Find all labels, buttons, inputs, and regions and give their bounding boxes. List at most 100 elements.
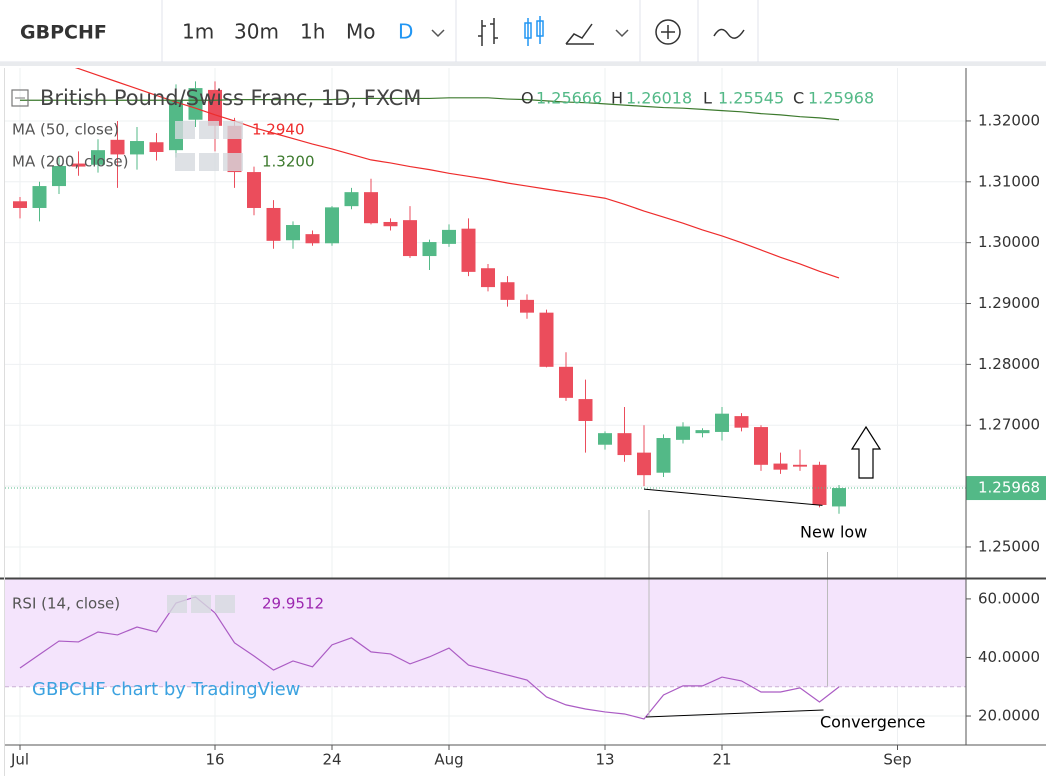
candle-body (734, 416, 749, 428)
legend-button (199, 121, 219, 139)
candle-body (500, 282, 515, 300)
y-tick-label: 40.0000 (978, 648, 1040, 666)
legend-button (223, 153, 243, 171)
y-tick-label: 1.28000 (978, 355, 1040, 373)
candle-body (364, 192, 378, 224)
indicator-name: MA (50, close) (12, 121, 119, 139)
ohlc-key: O (521, 89, 534, 108)
indicator-value: 29.9512 (262, 595, 324, 613)
arrow-up (850, 425, 882, 479)
annotation-text: New low (800, 523, 867, 542)
candle-body (344, 192, 359, 207)
y-tick-label: 1.29000 (978, 294, 1040, 312)
candle-body (461, 228, 476, 272)
candle-body (832, 488, 846, 507)
collapse-icon (11, 89, 29, 107)
y-tick-label: 1.30000 (978, 233, 1040, 251)
symbol[interactable]: GBPCHF (20, 22, 107, 44)
candle-body (286, 225, 300, 241)
gap (0, 62, 1046, 66)
x-tick-label: 21 (712, 751, 731, 769)
candle-body (598, 433, 612, 445)
timeframe-active[interactable]: D (398, 20, 413, 44)
candle-body (13, 201, 27, 208)
candle-body (539, 312, 554, 367)
rsi-band (5, 579, 966, 687)
y-tick-label: 20.0000 (978, 707, 1040, 725)
chart-title: British Pound/Swiss Franc, 1D, FXCM (40, 86, 421, 110)
legend-button (215, 595, 235, 613)
y-tick-label: 60.0000 (978, 589, 1040, 607)
last-price-label: 1.25968 (978, 479, 1040, 497)
ohlc-key: C (793, 89, 804, 108)
dropdown-icon[interactable] (431, 29, 445, 38)
candle-body (403, 220, 417, 257)
candle-body (52, 165, 66, 187)
candle-body (32, 186, 47, 208)
legend-button (167, 595, 187, 613)
y-tick-label: 1.31000 (978, 172, 1040, 190)
annotation-text: Convergence (820, 713, 926, 732)
timeframe[interactable]: 30m (234, 20, 279, 44)
ohlc-value: 1.25968 (808, 89, 874, 108)
candle-body (71, 163, 86, 167)
rsi-line (19, 596, 840, 720)
dropdown-icon[interactable] (615, 29, 629, 38)
candle-body (754, 427, 768, 465)
add-indicator-icon[interactable] (655, 19, 681, 45)
candle-body (793, 464, 807, 467)
area-icon[interactable] (565, 23, 594, 45)
timeframe[interactable]: Mo (346, 20, 376, 44)
candle-body (578, 399, 593, 421)
candle-body (422, 242, 437, 257)
candles-icon[interactable] (524, 16, 544, 46)
moving-average-line (20, 97, 840, 121)
candle-body (442, 229, 456, 244)
candle-body (715, 413, 729, 432)
indicator-name: MA (200, close) (12, 153, 128, 171)
ohlc-key: L (703, 89, 712, 108)
y-tick-label: 1.25000 (978, 537, 1040, 555)
x-tick-label: Jul (10, 751, 29, 769)
candle-body (91, 150, 105, 165)
x-tick-label: 24 (322, 751, 341, 769)
ohlc-value: 1.26018 (626, 89, 692, 108)
indicator-value: 1.2940 (252, 121, 305, 139)
x-tick-label: Aug (434, 751, 463, 769)
candle-body (149, 142, 164, 152)
candle-body (383, 221, 398, 227)
y-tick-label: 1.27000 (978, 416, 1040, 434)
legend-button (175, 153, 195, 171)
legend-button (199, 153, 219, 171)
candle-body (208, 89, 222, 126)
indicator-name: RSI (14, close) (12, 595, 120, 613)
ohlc-value: 1.25545 (718, 89, 784, 108)
candle-body (637, 452, 651, 476)
watermark: GBPCHF chart by TradingView (32, 679, 300, 700)
candle-body (130, 141, 144, 155)
x-tick-label: 16 (205, 751, 224, 769)
x-tick-label: Sep (883, 751, 911, 769)
bars-icon[interactable] (478, 18, 498, 46)
candle-body (676, 426, 690, 440)
legend-button (191, 595, 211, 613)
annotation-line (645, 709, 824, 718)
toolbar (0, 0, 1046, 62)
candle-body (656, 438, 671, 473)
y-tick-label: 1.32000 (978, 111, 1040, 129)
ohlc-key: H (611, 89, 623, 108)
moving-average-line (74, 68, 840, 279)
timeframe[interactable]: 1h (300, 20, 325, 44)
candle-body (266, 207, 281, 241)
timeframe[interactable]: 1m (182, 20, 214, 44)
candle-body (305, 234, 320, 244)
compare-icon[interactable] (713, 28, 745, 39)
indicator-value: 1.3200 (262, 153, 315, 171)
last-price-box (966, 476, 1046, 501)
candle-body (110, 139, 125, 155)
ohlc-value: 1.25666 (536, 89, 602, 108)
candle-body (188, 88, 203, 120)
candle-body (695, 430, 710, 434)
candle-body (812, 464, 827, 505)
